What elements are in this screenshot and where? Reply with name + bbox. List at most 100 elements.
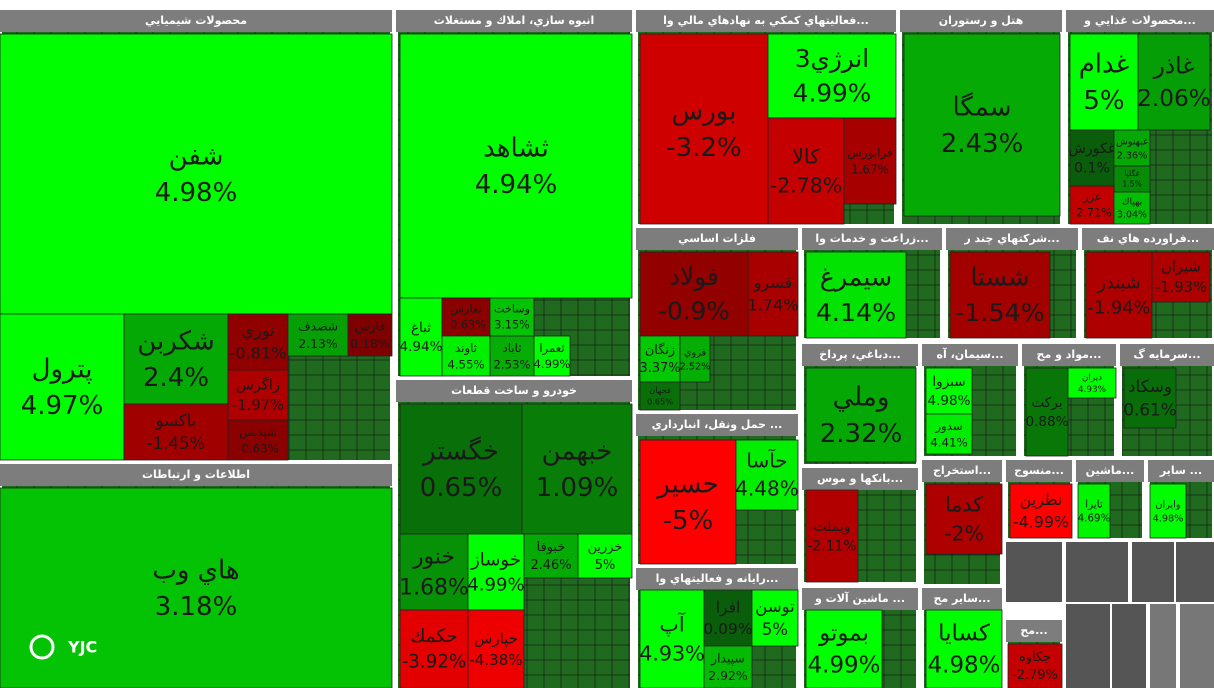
tile-value: 2.46% bbox=[530, 558, 571, 573]
sector-header bbox=[636, 10, 896, 32]
tile-name: سيمرغ bbox=[820, 263, 892, 293]
tile bbox=[1137, 33, 1211, 131]
tile-name: نطرين bbox=[1020, 490, 1063, 510]
sector-title: خودرو و ساخت قطعات bbox=[451, 384, 577, 397]
tile-name: هاي وب bbox=[152, 556, 239, 586]
minor-sector bbox=[1006, 542, 1062, 602]
tile-name: غكورش bbox=[1069, 141, 1116, 157]
sector-header bbox=[1120, 344, 1214, 366]
sector-header bbox=[636, 568, 798, 590]
minor-sector bbox=[1066, 542, 1128, 602]
tile bbox=[703, 589, 753, 647]
tile-value: 5% bbox=[762, 620, 788, 639]
tile-value: 4.98% bbox=[928, 653, 1001, 679]
sector-title: ...ماشين bbox=[1086, 464, 1135, 477]
tile-name: نوري bbox=[241, 321, 274, 341]
sector: ...بانكها و موس وبملت -2.11% bbox=[802, 468, 918, 583]
tile bbox=[1113, 129, 1151, 167]
sector-title: ...مواد و مح bbox=[1037, 348, 1102, 361]
sector-header bbox=[1148, 460, 1214, 482]
tile-name: وايران bbox=[1155, 500, 1180, 511]
sector: خودرو و ساخت قطعات خگستر 0.65% خبهمن 1.09% خن… bbox=[396, 380, 633, 688]
tile-name: زنگان bbox=[645, 342, 675, 358]
tile-name: فرابورس bbox=[847, 146, 893, 161]
tile-name: بهپاك bbox=[1122, 196, 1142, 207]
tile-name: بركت bbox=[1032, 395, 1063, 411]
tile-name: غاذر bbox=[1153, 52, 1195, 79]
tile-value: 4.93% bbox=[639, 641, 705, 665]
tile bbox=[767, 117, 845, 225]
sector-header bbox=[802, 468, 918, 490]
sector-title: ...استخراج bbox=[933, 464, 991, 478]
tile bbox=[1069, 129, 1115, 187]
tile-name: وملي bbox=[833, 383, 890, 413]
tile-name: تايرا bbox=[1085, 498, 1103, 510]
tile-name: خوساز bbox=[470, 549, 521, 570]
tile-value: 4.93% bbox=[1078, 385, 1106, 395]
tile-value: -2.11% bbox=[807, 538, 856, 554]
tile bbox=[0, 487, 393, 688]
tile-name: حكمك bbox=[410, 626, 457, 647]
logo-icon bbox=[29, 634, 55, 660]
sector-header bbox=[396, 10, 632, 32]
tile bbox=[1149, 483, 1187, 539]
tile bbox=[767, 33, 897, 119]
tile-value: 2.43% bbox=[941, 129, 1024, 159]
sector-header bbox=[1082, 228, 1214, 250]
tile bbox=[123, 403, 229, 461]
tile bbox=[949, 251, 1051, 339]
tile-value: 2.4% bbox=[143, 363, 209, 393]
tile-name: غزر bbox=[1082, 191, 1101, 204]
tile bbox=[467, 533, 525, 611]
sector-header bbox=[802, 588, 918, 610]
tile-name: وسكاد bbox=[1128, 376, 1172, 396]
sector-header bbox=[1006, 620, 1062, 642]
tile-value: 0.1% bbox=[1074, 161, 1110, 177]
tile-value: -2.79% bbox=[1012, 668, 1058, 683]
tile-name: غگلپا bbox=[1124, 169, 1139, 178]
sector-title: ...زراعت و خدمات وا bbox=[815, 232, 928, 245]
sector-header bbox=[636, 228, 798, 250]
sector-header bbox=[1006, 460, 1072, 482]
tile bbox=[903, 33, 1061, 217]
minor-sector bbox=[1176, 542, 1214, 602]
tile-value: 4.14% bbox=[816, 298, 896, 327]
tile bbox=[489, 297, 535, 337]
tile-value: -2.78% bbox=[770, 173, 842, 197]
logo: YJC bbox=[29, 634, 97, 660]
sector-header bbox=[922, 460, 1002, 482]
sector-header bbox=[946, 228, 1078, 250]
tile-value: -4.38% bbox=[469, 651, 522, 669]
tile-value: 4.98% bbox=[1153, 513, 1184, 524]
tile-name: سبزوا bbox=[932, 374, 965, 390]
sector-title: ... حمل ونقل، انبارداري bbox=[652, 418, 783, 431]
tile-name: خبهمن bbox=[542, 437, 613, 467]
tile bbox=[1069, 33, 1139, 131]
tile-value: 4.99% bbox=[534, 357, 571, 371]
tile-value: -3.92% bbox=[402, 652, 467, 673]
sector: هتل و رستوران سمگا 2.43% bbox=[900, 10, 1062, 224]
tile-name: فروي bbox=[684, 348, 706, 359]
tile-name: كسايا bbox=[938, 621, 990, 647]
tile bbox=[751, 589, 799, 647]
tile-name: شبندر bbox=[1096, 273, 1140, 293]
tile-name: شصدف bbox=[298, 319, 338, 333]
tile bbox=[1123, 367, 1177, 429]
tile bbox=[925, 609, 1003, 688]
tile-value: -1.45% bbox=[147, 434, 205, 453]
tile-value: 3.18% bbox=[155, 592, 238, 622]
minor-sectors bbox=[1006, 542, 1214, 688]
tile-value: 4.99% bbox=[808, 653, 881, 679]
tile-value: 3.15% bbox=[494, 318, 529, 331]
sector-header bbox=[0, 464, 392, 486]
tile-value: 0.65% bbox=[647, 397, 673, 407]
sector-title: ...دباغي، پرداخ bbox=[819, 348, 900, 361]
tile-name: خپارس bbox=[474, 630, 518, 649]
tile-value: 1.68% bbox=[399, 575, 469, 600]
tile-value: 2.32% bbox=[820, 419, 903, 449]
sector-title: ...سيمان، آه bbox=[936, 347, 1003, 361]
tile-name: غبهنوش bbox=[1116, 137, 1148, 148]
sector: انبوه سازي، املاك و مستغلات ثشاهد 4.94% ثبا… bbox=[396, 10, 633, 377]
sector: ...رايانه و فعاليتهاي وا آپ 4.93% افرا 0.09%… bbox=[636, 568, 799, 688]
